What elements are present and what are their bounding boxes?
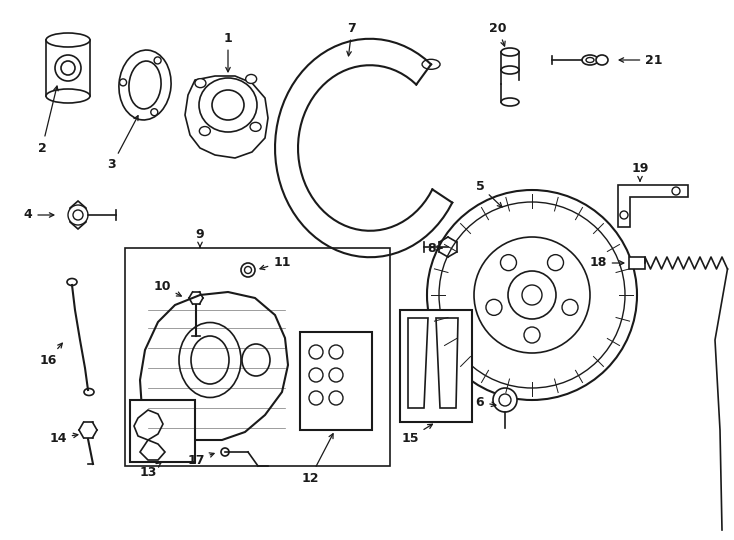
Circle shape — [499, 394, 511, 406]
Polygon shape — [408, 318, 428, 408]
Ellipse shape — [191, 336, 229, 384]
Polygon shape — [70, 201, 86, 229]
Text: 2: 2 — [37, 86, 58, 154]
Polygon shape — [140, 440, 165, 460]
Polygon shape — [134, 410, 163, 440]
Circle shape — [672, 187, 680, 195]
Ellipse shape — [242, 344, 270, 376]
Bar — [300, 332, 372, 430]
Text: 20: 20 — [490, 22, 506, 46]
Ellipse shape — [250, 123, 261, 131]
Circle shape — [439, 202, 625, 388]
Text: 19: 19 — [631, 161, 649, 181]
Circle shape — [244, 267, 252, 273]
Circle shape — [474, 237, 590, 353]
Ellipse shape — [329, 391, 343, 405]
Circle shape — [427, 190, 637, 400]
Circle shape — [120, 79, 126, 86]
Bar — [125, 248, 390, 466]
Ellipse shape — [596, 55, 608, 65]
Polygon shape — [618, 185, 688, 227]
Bar — [130, 400, 195, 462]
Text: 5: 5 — [476, 179, 502, 207]
Text: 10: 10 — [153, 280, 181, 296]
Ellipse shape — [195, 79, 206, 87]
Circle shape — [493, 388, 517, 412]
Ellipse shape — [55, 55, 81, 81]
Text: 14: 14 — [49, 431, 78, 444]
Circle shape — [620, 211, 628, 219]
Circle shape — [524, 327, 540, 343]
Ellipse shape — [501, 48, 519, 56]
Circle shape — [508, 271, 556, 319]
Ellipse shape — [246, 75, 257, 84]
Text: 3: 3 — [108, 116, 138, 172]
Circle shape — [150, 109, 158, 116]
Ellipse shape — [200, 126, 211, 136]
Ellipse shape — [46, 89, 90, 103]
Ellipse shape — [309, 391, 323, 405]
Ellipse shape — [501, 98, 519, 106]
Circle shape — [68, 205, 88, 225]
Text: 17: 17 — [187, 453, 214, 467]
Text: 4: 4 — [23, 208, 54, 221]
Bar — [46, 40, 90, 96]
Ellipse shape — [501, 66, 519, 74]
Circle shape — [522, 285, 542, 305]
Text: 9: 9 — [196, 228, 204, 247]
Text: 21: 21 — [619, 53, 663, 66]
Bar — [400, 310, 472, 422]
Circle shape — [562, 299, 578, 315]
Ellipse shape — [119, 50, 171, 120]
Ellipse shape — [84, 388, 94, 395]
Ellipse shape — [422, 59, 440, 69]
Ellipse shape — [329, 345, 343, 359]
Text: 16: 16 — [40, 343, 62, 367]
Bar — [629, 257, 645, 269]
Text: 12: 12 — [301, 434, 333, 484]
Ellipse shape — [329, 368, 343, 382]
Ellipse shape — [586, 57, 594, 63]
Text: 18: 18 — [589, 256, 624, 269]
Text: 7: 7 — [347, 22, 357, 56]
Ellipse shape — [61, 61, 75, 75]
Polygon shape — [140, 292, 288, 440]
Circle shape — [221, 448, 229, 456]
Ellipse shape — [309, 368, 323, 382]
Ellipse shape — [67, 279, 77, 286]
Text: 13: 13 — [139, 462, 161, 478]
Circle shape — [73, 210, 83, 220]
Polygon shape — [436, 318, 458, 408]
Circle shape — [241, 263, 255, 277]
Polygon shape — [185, 76, 268, 158]
Text: 6: 6 — [476, 395, 496, 408]
Text: 15: 15 — [401, 424, 432, 444]
Ellipse shape — [129, 61, 161, 109]
Circle shape — [486, 299, 502, 315]
Circle shape — [501, 255, 517, 271]
Text: 1: 1 — [224, 31, 233, 72]
Ellipse shape — [309, 345, 323, 359]
Ellipse shape — [199, 78, 257, 132]
Circle shape — [154, 57, 161, 64]
Circle shape — [548, 255, 564, 271]
Ellipse shape — [179, 322, 241, 397]
Text: 8: 8 — [428, 241, 442, 254]
Ellipse shape — [212, 90, 244, 120]
Text: 11: 11 — [260, 255, 291, 269]
Ellipse shape — [582, 55, 598, 65]
Ellipse shape — [46, 33, 90, 47]
